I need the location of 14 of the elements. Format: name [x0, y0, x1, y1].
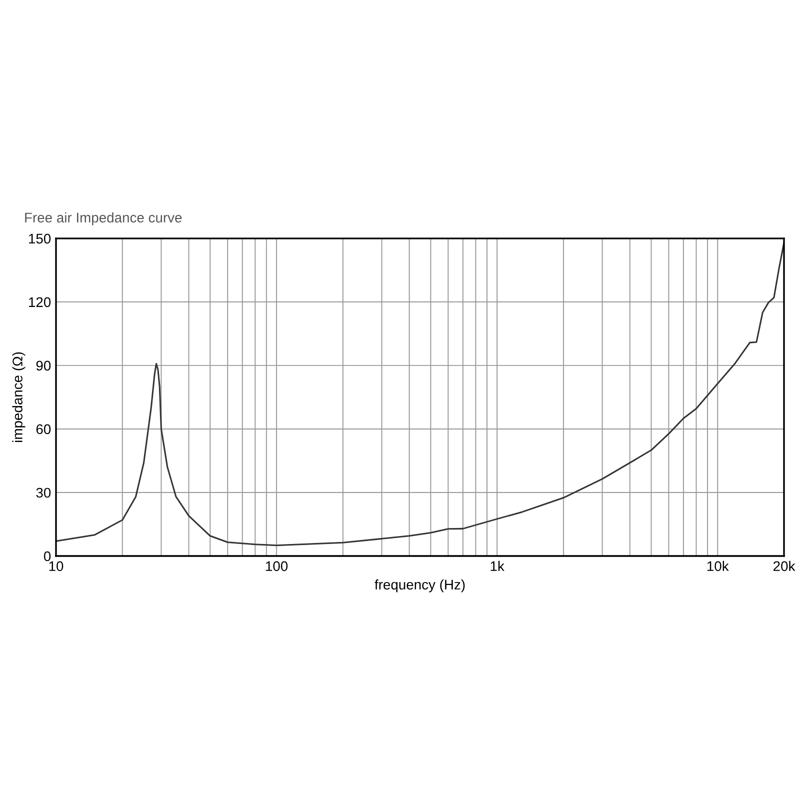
- x-tick-label: 10k: [707, 560, 729, 572]
- y-tick-label: 90: [36, 360, 51, 371]
- x-tick-label: 100: [266, 561, 288, 572]
- y-tick-label: 120: [29, 297, 51, 308]
- y-tick-label: 0: [44, 551, 51, 562]
- chart-title: Free air Impedance curve: [25, 212, 182, 226]
- x-tick-label: 1k: [490, 560, 504, 571]
- x-axis-title: frequency (Hz): [374, 579, 465, 592]
- y-tick-label: 60: [36, 424, 51, 434]
- y-tick-label: 150: [29, 234, 51, 244]
- x-tick-label: 20k: [774, 560, 796, 572]
- x-tick-label: 10: [49, 561, 64, 572]
- y-tick-label: 30: [36, 488, 51, 498]
- y-axis-title: impedance (Ω): [12, 352, 26, 442]
